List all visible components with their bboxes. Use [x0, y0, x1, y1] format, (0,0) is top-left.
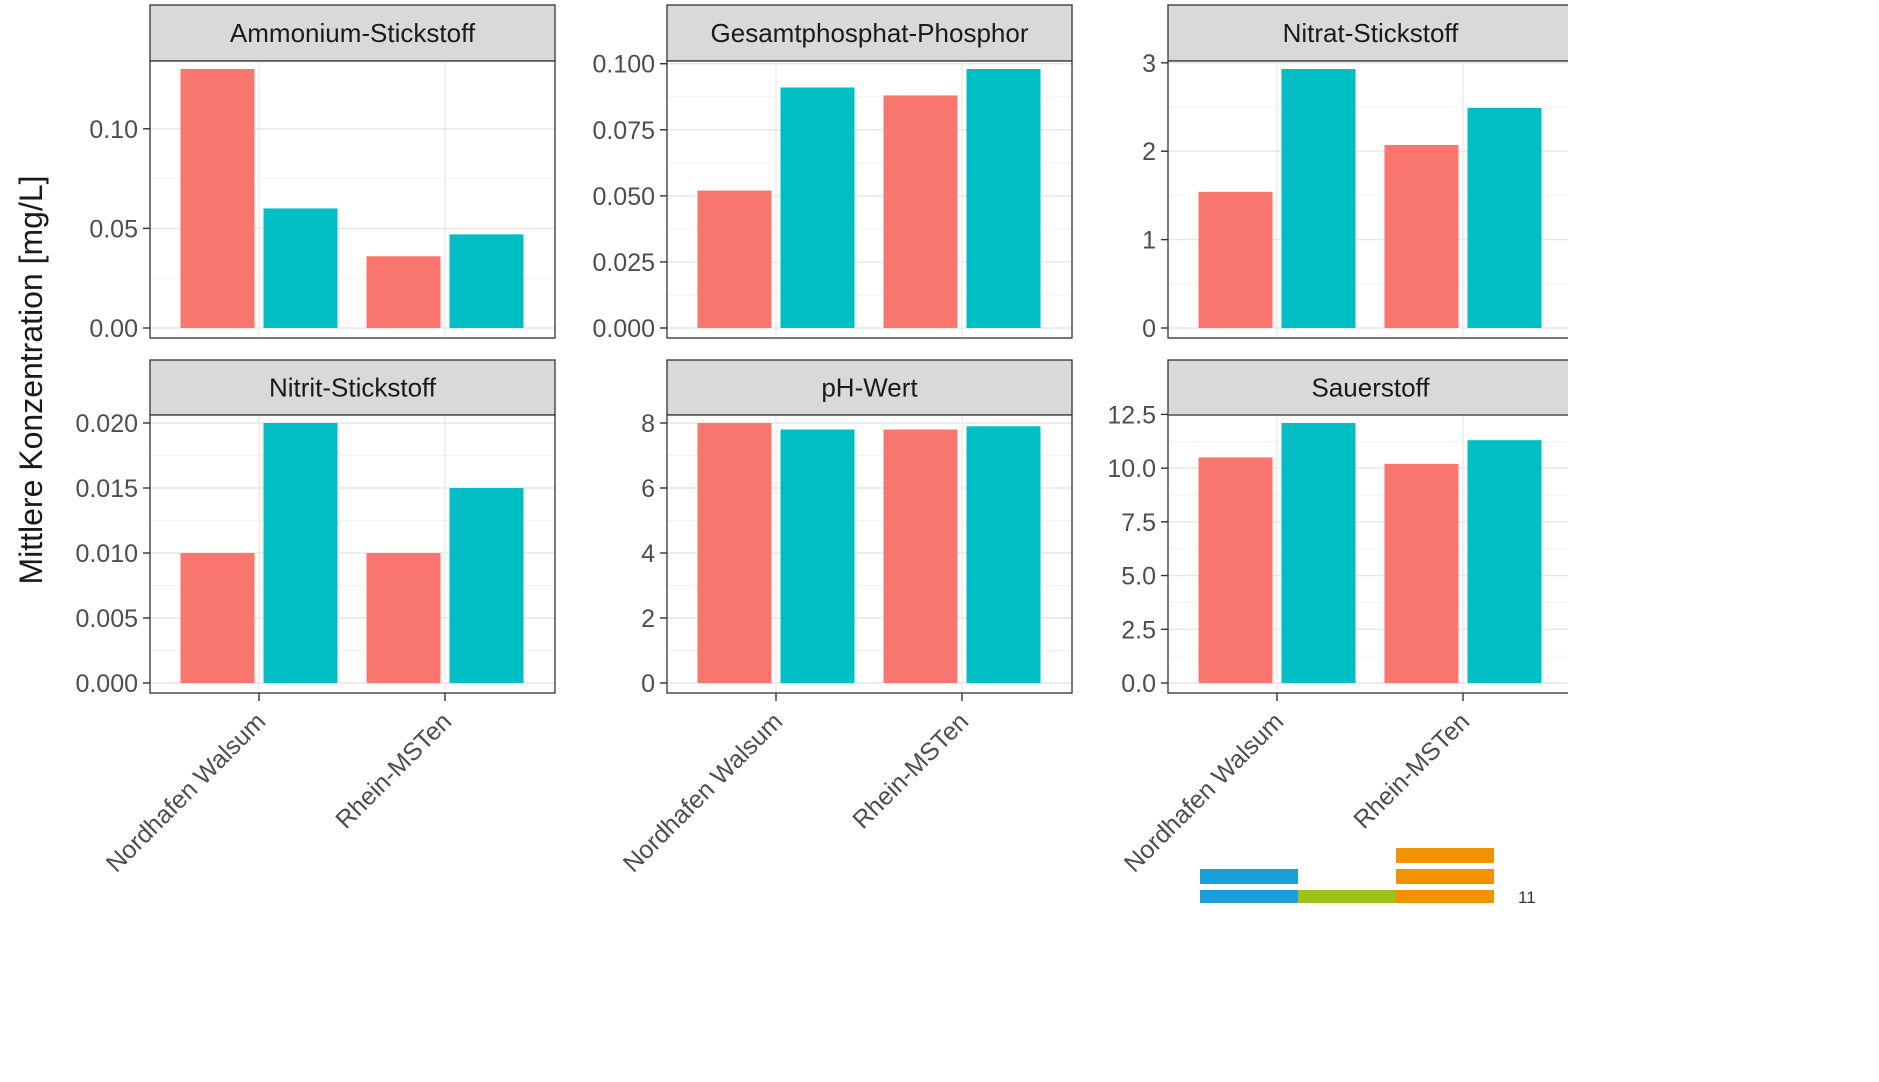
y-tick-label: 0.015: [75, 475, 138, 503]
bar: [263, 208, 338, 328]
y-tick-label: 8: [641, 410, 655, 438]
y-tick-label: 0.100: [592, 51, 655, 79]
bar: [966, 69, 1041, 328]
x-tick-label: Rhein-MSTen: [847, 707, 974, 834]
bar: [1198, 191, 1273, 328]
y-tick-label: 2: [641, 605, 655, 633]
chart-svg: Ammonium-Stickstoff0.000.050.10Gesamtpho…: [13, 4, 1574, 878]
facet-panel-5: pH-Wert 0 2 4 6 8 Nordhafen Walsum Rhein-MSTen: [618, 359, 1073, 878]
facet-title: Gesamtphosphat-Phosphor: [711, 18, 1029, 48]
x-tick-label: Rhein-MSTen: [330, 707, 457, 834]
panel-border: [666, 414, 1073, 694]
bar: [449, 234, 524, 328]
panel-border: [666, 60, 1073, 339]
bar: [966, 426, 1041, 683]
panel-border: [149, 60, 556, 339]
faceted-bar-chart: Ammonium-Stickstoff 0.00 0.05 0.10 Gesamtpho…: [13, 4, 1574, 878]
bar: [780, 429, 855, 683]
bar: [366, 256, 441, 328]
y-tick-label: 3: [1142, 50, 1156, 78]
y-tick-label: 1: [1142, 227, 1156, 255]
y-tick-label: 5.0: [1121, 563, 1156, 591]
y-tick-label: 0: [641, 670, 655, 698]
facet-panel-1: Ammonium-Stickstoff 0.00 0.05 0.10: [89, 4, 556, 343]
bar: [180, 553, 255, 683]
facet-title: pH-Wert: [821, 373, 918, 403]
bar: [449, 488, 524, 683]
facet-title: Nitrit-Stickstoff: [269, 373, 437, 403]
x-tick-label: Nordhafen Walsum: [101, 707, 271, 877]
bar: [697, 190, 772, 328]
facet-panel-2: Gesamtphosphat-Phosphor 0.000 0.025 0.050 0.…: [592, 4, 1073, 343]
panel-border: [149, 414, 556, 694]
y-tick-label: 2: [1142, 138, 1156, 166]
y-tick-label: 0.010: [75, 540, 138, 568]
y-tick-label: 0.005: [75, 605, 138, 633]
bar: [180, 69, 255, 328]
y-tick-label: 0.10: [89, 116, 138, 144]
bar: [263, 423, 338, 683]
bar: [1467, 440, 1542, 683]
y-tick-label: 4: [641, 540, 655, 568]
facet-title: Nitrat-Stickstoff: [1283, 18, 1460, 48]
bar: [1198, 457, 1273, 683]
facet-strip: [666, 359, 1073, 416]
bar: [883, 95, 958, 328]
bar: [1384, 463, 1459, 683]
y-tick-label: 0: [1142, 315, 1156, 343]
y-tick-label: 0.000: [592, 315, 655, 343]
bar: [1281, 423, 1356, 683]
y-tick-label: 0.025: [592, 249, 655, 277]
y-tick-label: 0.050: [592, 183, 655, 211]
bar: [1281, 69, 1356, 328]
page-number: 11: [1518, 888, 1536, 907]
x-tick-label: Nordhafen Walsum: [1119, 707, 1289, 877]
y-tick-label: 12.5: [1107, 401, 1156, 429]
y-tick-label: 0.0: [1121, 670, 1156, 698]
x-tick-label: Nordhafen Walsum: [618, 707, 788, 877]
bar: [1384, 145, 1459, 328]
y-tick-label: 6: [641, 475, 655, 503]
y-tick-label: 0.075: [592, 117, 655, 145]
y-tick-label: 0.05: [89, 215, 138, 243]
y-axis-title: Mittlere Konzentration [mg/L]: [13, 175, 49, 584]
y-tick-label: 7.5: [1121, 509, 1156, 537]
bar: [1467, 107, 1542, 328]
x-tick-label: Rhein-MSTen: [1348, 707, 1475, 834]
y-tick-label: 0.000: [75, 670, 138, 698]
y-tick-label: 0.00: [89, 315, 138, 343]
y-tick-label: 0.020: [75, 410, 138, 438]
bar: [697, 423, 772, 683]
y-tick-label: 10.0: [1107, 455, 1156, 483]
bar: [883, 429, 958, 683]
bar: [780, 87, 855, 328]
y-tick-label: 2.5: [1121, 616, 1156, 644]
facet-strip: [149, 359, 556, 416]
facet-panel-6: Sauerstoff 0.0 2.5 5.0 7.5 10.0 12.5 Nordhafen …: [1107, 359, 1574, 878]
facet-panel-3: Nitrat-Stickstoff 0 1 2 3: [1142, 4, 1574, 343]
facet-strip: [149, 4, 556, 62]
facet-title: Sauerstoff: [1311, 373, 1430, 403]
facet-panel-4: Nitrit-Stickstoff 0.000 0.005 0.010 0.015 0.0…: [75, 359, 556, 878]
facet-title: Ammonium-Stickstoff: [230, 18, 476, 48]
bar: [366, 553, 441, 683]
